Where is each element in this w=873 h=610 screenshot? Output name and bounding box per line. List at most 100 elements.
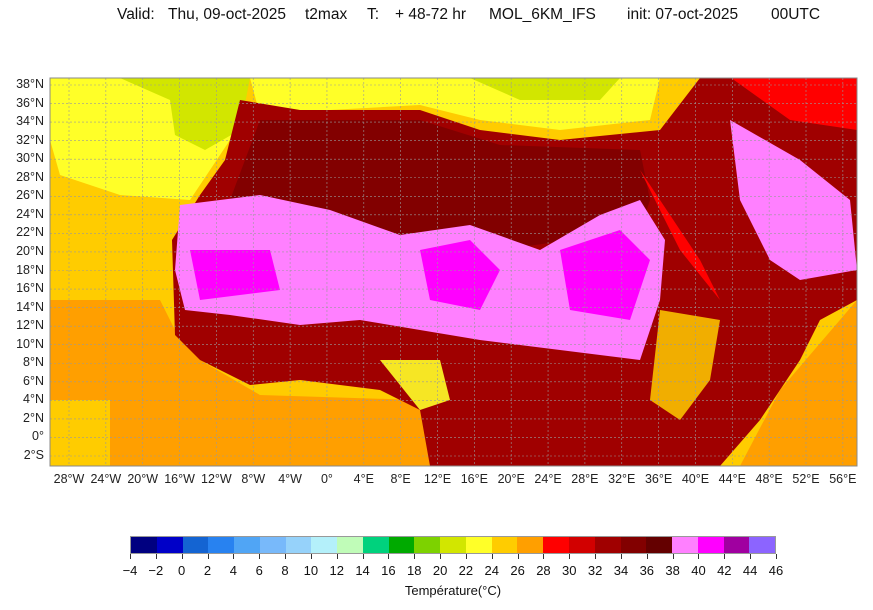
colorbar-tick-mark bbox=[465, 554, 467, 559]
colorbar-tick-label: 4 bbox=[229, 563, 237, 578]
colorbar-tick-label: 44 bbox=[742, 563, 758, 578]
colorbar-swatch bbox=[362, 537, 389, 553]
lon-label: 16°W bbox=[164, 472, 195, 486]
lat-label: 10°N bbox=[16, 336, 44, 351]
model-name: MOL_6KM_IFS bbox=[489, 6, 596, 23]
lon-label: 8°W bbox=[241, 472, 266, 486]
south-atlantic-field bbox=[50, 400, 110, 466]
colorbar-tick-mark bbox=[698, 554, 700, 559]
colorbar-tick-mark bbox=[259, 554, 261, 559]
colorbar-tick-mark bbox=[285, 554, 287, 559]
colorbar-tick-mark bbox=[233, 554, 235, 559]
colorbar-tick-mark bbox=[388, 554, 390, 559]
lat-label: 18°N bbox=[16, 262, 44, 277]
colorbar-swatch bbox=[517, 537, 544, 553]
colorbar-swatch bbox=[156, 537, 183, 553]
colorbar-swatch bbox=[208, 537, 235, 553]
colorbar-swatch bbox=[749, 537, 776, 553]
colorbar-swatch bbox=[646, 537, 673, 553]
lon-label: 44°E bbox=[718, 472, 746, 486]
colorbar-tick-label: −4 bbox=[122, 563, 138, 578]
colorbar-swatch bbox=[285, 537, 312, 553]
colorbar-swatch bbox=[182, 537, 209, 553]
levant-field bbox=[731, 78, 857, 130]
valid-date: Thu, 09-oct-2025 bbox=[168, 6, 287, 23]
lon-label: 4°W bbox=[278, 472, 302, 486]
ethiopia-highlands-field bbox=[650, 310, 720, 420]
gulf-guinea-warm bbox=[50, 300, 430, 466]
colorbar-tick-label: 26 bbox=[510, 563, 525, 578]
colorbar-tick-mark bbox=[414, 554, 416, 559]
lat-label: 8°N bbox=[23, 355, 44, 370]
cameroon-highlands-field bbox=[380, 360, 450, 410]
lat-label: 38°N bbox=[16, 77, 44, 91]
colorbar-tick-label: 42 bbox=[717, 563, 732, 578]
lat-label: 22°N bbox=[16, 225, 44, 240]
graticule bbox=[50, 78, 857, 466]
colorbar-tick-mark bbox=[517, 554, 519, 559]
colorbar-tick-label: 18 bbox=[407, 563, 422, 578]
colorbar-tick-mark bbox=[750, 554, 752, 559]
colorbar-tick-label: 2 bbox=[203, 563, 212, 578]
colorbar-tick-label: 34 bbox=[613, 563, 629, 578]
map-frame bbox=[49, 77, 858, 467]
t-label: T: bbox=[367, 6, 380, 23]
colorbar-tick-label: 32 bbox=[587, 563, 603, 578]
lon-label: 28°W bbox=[53, 472, 85, 486]
arabia-extreme-field bbox=[730, 120, 857, 280]
colorbar-tick-mark bbox=[155, 554, 157, 559]
lat-label: 34°N bbox=[16, 114, 44, 129]
colorbar bbox=[130, 536, 776, 554]
colorbar-swatch bbox=[672, 537, 698, 553]
lat-label: 12°N bbox=[16, 318, 44, 333]
lon-label: 32°E bbox=[608, 472, 636, 486]
colorbar-tick-mark bbox=[362, 554, 364, 559]
colorbar-swatch bbox=[131, 537, 157, 553]
colorbar-tick-mark bbox=[595, 554, 597, 559]
colorbar-swatch bbox=[543, 537, 570, 553]
lon-label: 12°W bbox=[201, 472, 232, 486]
lat-label: 4°N bbox=[23, 392, 44, 407]
colorbar-tick-mark bbox=[181, 554, 183, 559]
indian-ocean-field bbox=[740, 300, 857, 466]
variable-name: t2max bbox=[305, 6, 348, 23]
lat-label: 20°N bbox=[16, 243, 44, 258]
colorbar-tick-mark bbox=[646, 554, 648, 559]
colorbar-tick-label: 28 bbox=[536, 563, 551, 578]
colorbar-tick-label: 40 bbox=[691, 563, 706, 578]
colorbar-swatch bbox=[311, 537, 338, 553]
lat-label: 28°N bbox=[16, 169, 44, 184]
lon-label: 24°E bbox=[534, 472, 562, 486]
lat-label: 30°N bbox=[16, 151, 44, 166]
lon-label: 48°E bbox=[755, 472, 783, 486]
lon-label: 12°E bbox=[423, 472, 452, 486]
lat-label: 32°N bbox=[16, 132, 44, 147]
colorbar-swatch bbox=[620, 537, 647, 553]
lead-time: + 48-72 hr bbox=[395, 6, 467, 23]
colorbar-tick-label: 38 bbox=[665, 563, 680, 578]
colorbar-tick-label: 8 bbox=[281, 563, 289, 578]
lat-label: 2°N bbox=[23, 410, 44, 425]
colorbar-tick-mark bbox=[569, 554, 571, 559]
iberia-field bbox=[120, 78, 250, 150]
run-time: 00UTC bbox=[771, 6, 821, 23]
colorbar-tick-label: −2 bbox=[148, 563, 164, 578]
lon-label: 28°E bbox=[571, 472, 599, 486]
lon-label: 8°E bbox=[390, 472, 411, 486]
init-date: init: 07-oct-2025 bbox=[627, 6, 739, 23]
colorbar-swatch bbox=[569, 537, 595, 553]
lon-label: 56°E bbox=[829, 472, 857, 486]
lon-label: 40°E bbox=[681, 472, 710, 486]
colorbar-swatch bbox=[337, 537, 363, 553]
colorbar-swatch bbox=[259, 537, 286, 553]
colorbar-tick-label: 12 bbox=[329, 563, 344, 578]
colorbar-tick-label: 20 bbox=[432, 563, 448, 578]
lat-label: 36°N bbox=[16, 95, 44, 110]
colorbar-tick-label: 0 bbox=[178, 563, 186, 578]
colorbar-tick-mark bbox=[724, 554, 726, 559]
lat-label: 24°N bbox=[16, 206, 44, 221]
lat-label: 0° bbox=[32, 429, 44, 444]
red-sea-field bbox=[640, 170, 730, 320]
lat-label: 6°N bbox=[23, 373, 44, 388]
colorbar-swatch bbox=[234, 537, 260, 553]
